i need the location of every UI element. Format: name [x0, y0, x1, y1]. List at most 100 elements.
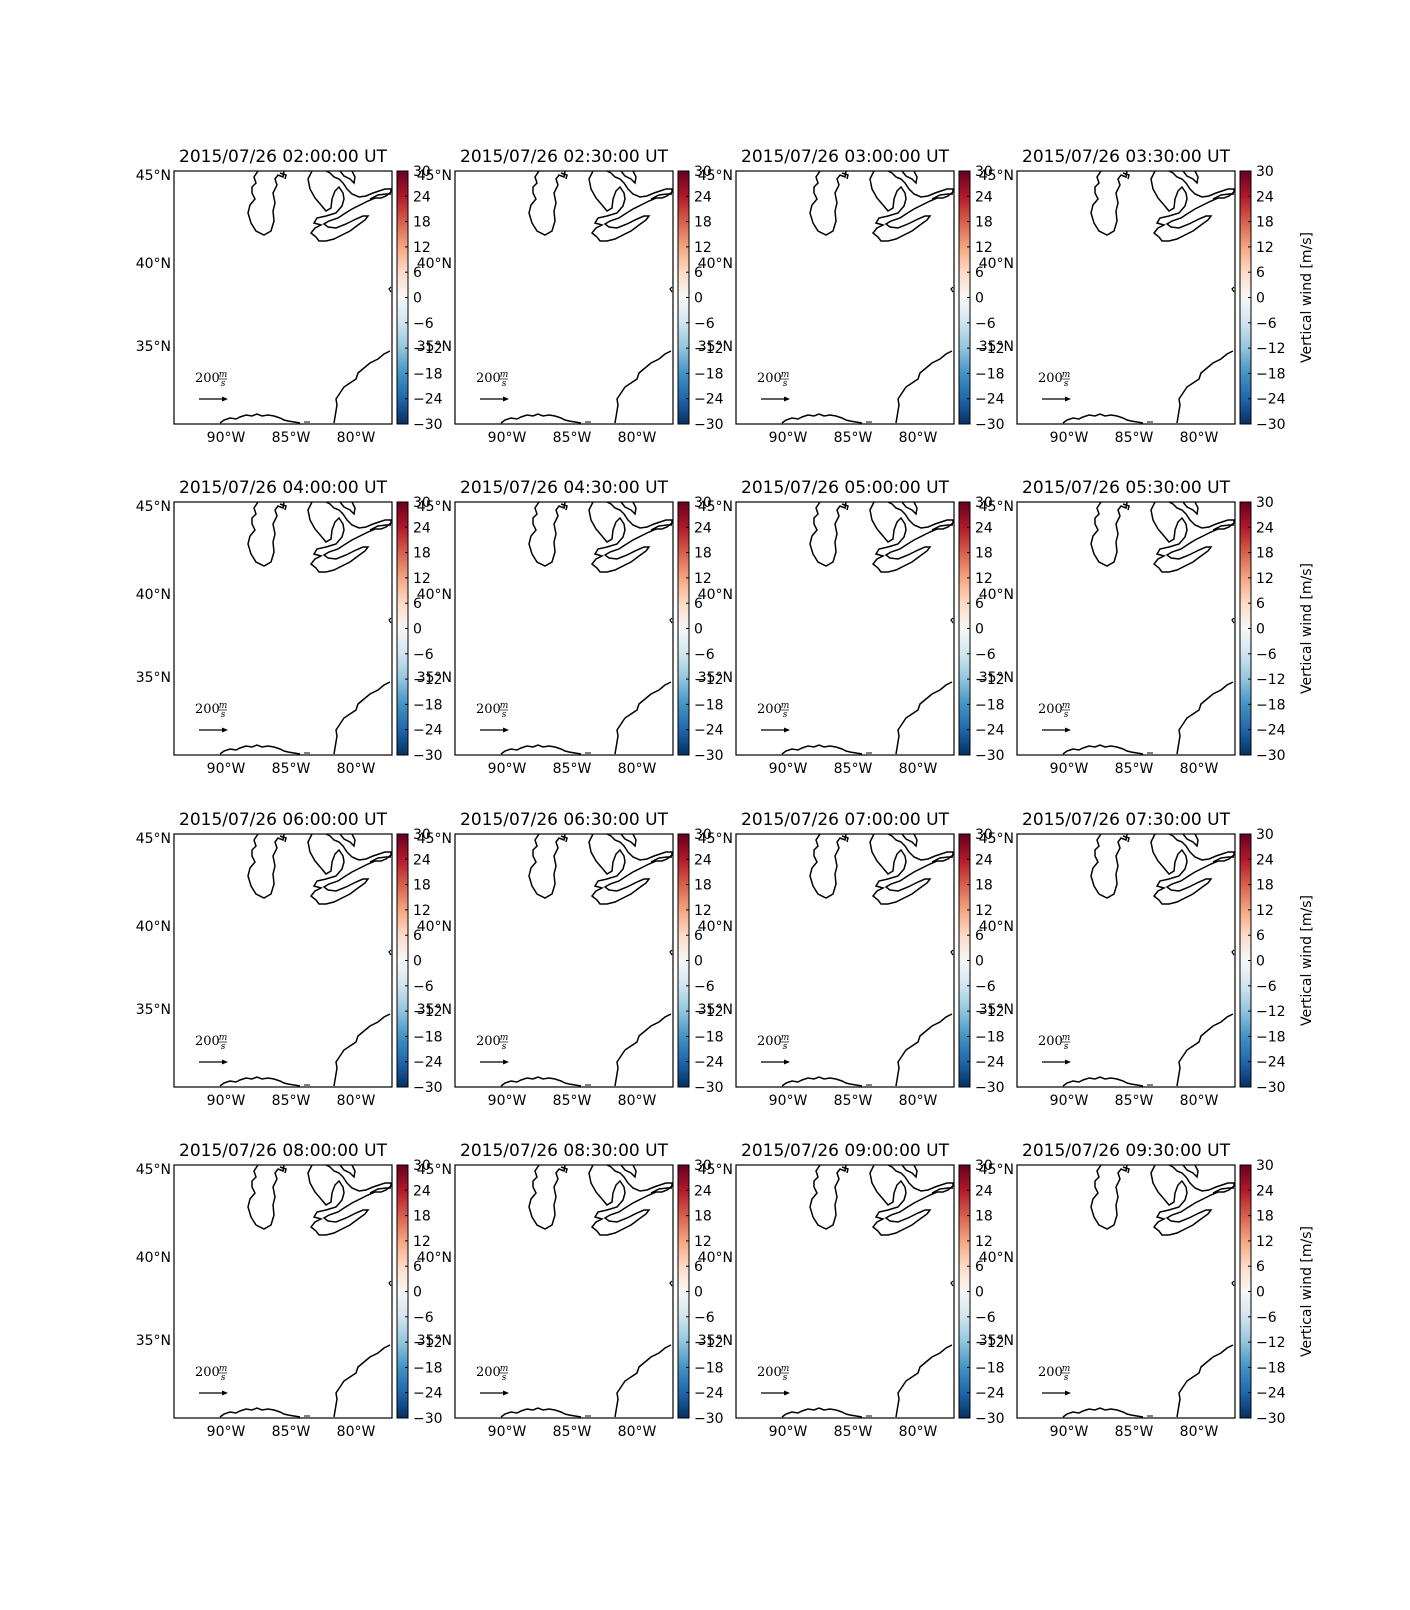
colorbar-tick-label: −18: [975, 1360, 1005, 1376]
lon-label: 80°W: [337, 761, 376, 777]
panel-title: 2015/07/26 06:00:00 UT: [179, 810, 388, 830]
colorbar-tick-label: −24: [694, 1386, 724, 1402]
quiver-key-arrow-icon: [222, 396, 228, 402]
lon-label: 90°W: [769, 1093, 808, 1109]
lon-label: 90°W: [207, 1424, 246, 1440]
lat-label: 35°N: [417, 670, 452, 686]
panel-title: 2015/07/26 09:00:00 UT: [741, 1141, 950, 1161]
colorbar-tick-label: −30: [694, 748, 724, 764]
colorbar-tick-label: 0: [413, 1285, 422, 1301]
quiver-key-arrow-icon: [784, 1390, 790, 1396]
colorbar-tick-label: −18: [694, 366, 724, 382]
quiver-key-unit-den: s: [502, 1373, 507, 1383]
quiver-key-value: 200: [1038, 371, 1063, 386]
quiver-key-value: 200: [195, 371, 220, 386]
quiver-key-unit-num: m: [1062, 370, 1071, 380]
lat-label: 45°N: [979, 831, 1014, 847]
lon-label: 90°W: [769, 430, 808, 446]
quiver-key-unit-num: m: [781, 1364, 790, 1374]
map-area: [1017, 834, 1235, 1087]
lon-label: 80°W: [899, 430, 938, 446]
colorbar-tick-label: 0: [1256, 1285, 1265, 1301]
colorbar-tick-label: −18: [975, 366, 1005, 382]
colorbar-tick-label: −12: [1256, 1335, 1286, 1351]
panel-title: 2015/07/26 08:30:00 UT: [460, 1141, 669, 1161]
quiver-key-arrow-icon: [503, 396, 509, 402]
colorbar-tick-label: 18: [975, 878, 993, 894]
quiver-key-value: 200: [757, 1365, 782, 1380]
colorbar-tick-label: 30: [1256, 495, 1274, 511]
quiver-key-unit-num: m: [500, 1364, 509, 1374]
lat-label: 35°N: [136, 670, 171, 686]
colorbar-tick-label: 24: [975, 852, 993, 868]
colorbar-tick-label: 12: [694, 240, 712, 256]
map-panel: 2015/07/26 03:00:00 UT 30 24 18 12 6 0 −6 −12 −18…: [698, 147, 1034, 446]
colorbar-tick-label: 6: [413, 596, 422, 612]
lon-label: 85°W: [553, 430, 592, 446]
colorbar-tick-label: −30: [413, 748, 443, 764]
quiver-key-unit-num: m: [500, 370, 509, 380]
colorbar-tick-label: −24: [975, 723, 1005, 739]
quiver-key-value: 200: [195, 1365, 220, 1380]
colorbar-tick-label: 12: [975, 571, 993, 587]
panel-title: 2015/07/26 07:30:00 UT: [1022, 810, 1231, 830]
quiver-key-unit-den: s: [783, 379, 788, 389]
colorbar-tick-label: −6: [413, 979, 434, 995]
lon-label: 90°W: [1050, 430, 1089, 446]
map-panel: 2015/07/26 07:00:00 UT 30 24 18 12 6 0 −6 −12 −18…: [698, 810, 1034, 1109]
colorbar-tick-label: 30: [975, 1158, 993, 1174]
quiver-key-unit-num: m: [1062, 701, 1071, 711]
lat-label: 45°N: [698, 1162, 733, 1178]
lat-label: 40°N: [136, 587, 171, 603]
colorbar-tick-label: −12: [975, 1335, 1005, 1351]
lat-label: 35°N: [417, 1002, 452, 1018]
lat-label: 45°N: [698, 831, 733, 847]
colorbar-tick-label: −12: [413, 672, 443, 688]
colorbar-tick-label: −12: [413, 1004, 443, 1020]
colorbar-tick-label: 12: [1256, 903, 1274, 919]
panel-title: 2015/07/26 04:00:00 UT: [179, 478, 388, 498]
map-panel: 2015/07/26 02:30:00 UT 30 24 18 12 6 0 −6 −12 −18…: [417, 147, 753, 446]
map-area: [736, 502, 954, 755]
lon-label: 85°W: [553, 761, 592, 777]
quiver-key-unit-num: m: [219, 1033, 228, 1043]
lon-label: 80°W: [1180, 1424, 1219, 1440]
colorbar-tick-label: −18: [975, 697, 1005, 713]
colorbar-tick-label: −30: [975, 417, 1005, 433]
quiver-key-arrow-icon: [503, 1059, 509, 1065]
map-panel: 2015/07/26 08:00:00 UT 30 24 18 12 6 0 −6 −12 −18…: [136, 1141, 472, 1440]
map-panel: 2015/07/26 09:30:00 UT 30 24 18 12 6 0 −6 −12 −18…: [979, 1141, 1315, 1440]
lat-label: 35°N: [136, 1333, 171, 1349]
lat-label: 45°N: [417, 499, 452, 515]
colorbar-tick-label: 6: [975, 265, 984, 281]
lon-label: 85°W: [1115, 430, 1154, 446]
lon-label: 85°W: [834, 761, 873, 777]
colorbar-tick-label: 18: [413, 546, 431, 562]
colorbar-tick-label: −24: [975, 392, 1005, 408]
lat-label: 35°N: [979, 670, 1014, 686]
colorbar-tick-label: −30: [1256, 748, 1286, 764]
colorbar-tick-label: 6: [413, 265, 422, 281]
quiver-key-arrow-icon: [503, 727, 509, 733]
quiver-key-value: 200: [757, 371, 782, 386]
quiver-key-arrow-icon: [222, 1059, 228, 1065]
colorbar-tick-label: 18: [694, 215, 712, 231]
map-frame: [1016, 1164, 1236, 1419]
colorbar-tick-label: −30: [1256, 1080, 1286, 1096]
panel-title: 2015/07/26 06:30:00 UT: [460, 810, 669, 830]
colorbar-tick-label: 30: [975, 495, 993, 511]
map-panel: 2015/07/26 08:30:00 UT 30 24 18 12 6 0 −6 −12 −18…: [417, 1141, 753, 1440]
colorbar-tick-label: −6: [1256, 979, 1277, 995]
map-panel: 2015/07/26 03:30:00 UT 30 24 18 12 6 0 −6 −12 −18…: [979, 147, 1315, 446]
map-frame: [735, 501, 955, 756]
lat-label: 40°N: [136, 1250, 171, 1266]
